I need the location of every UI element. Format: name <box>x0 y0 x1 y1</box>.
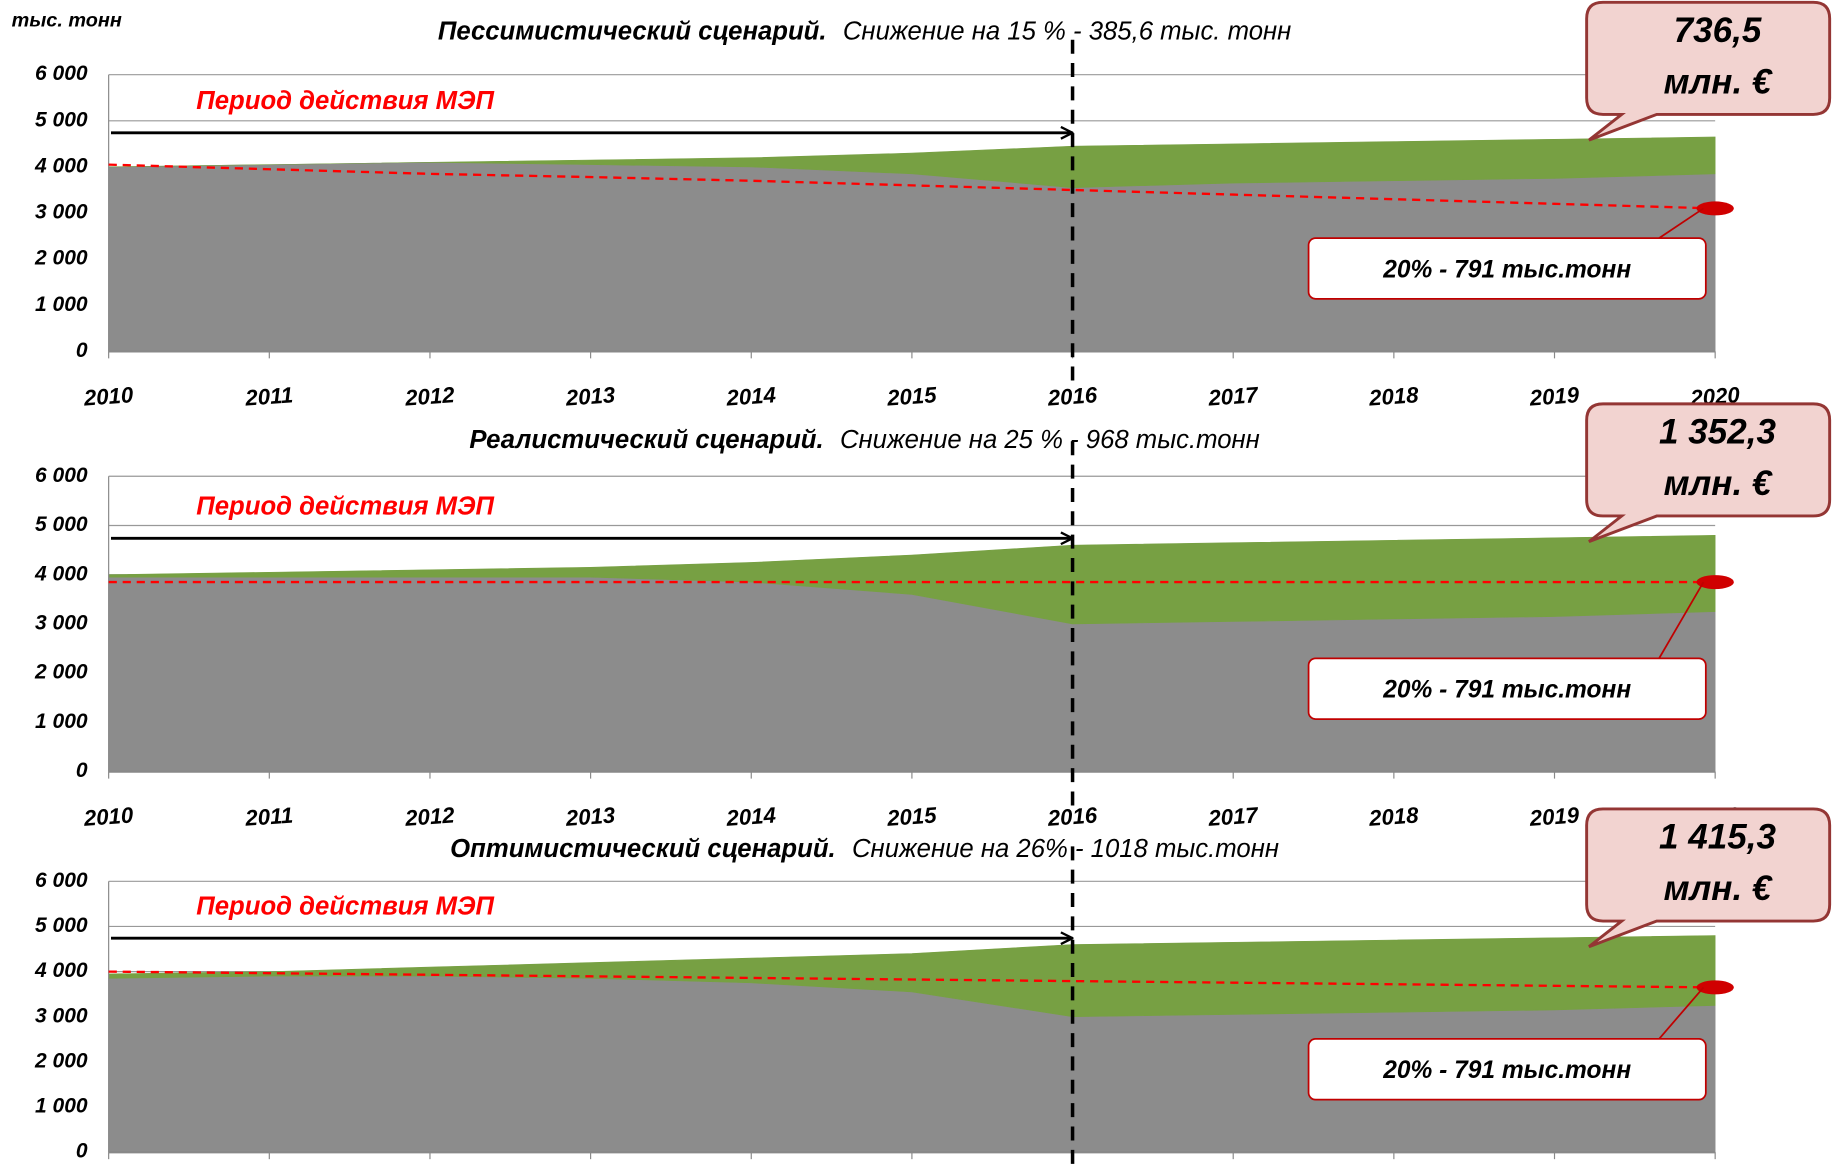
title-main: Пессимистический сценарий. <box>438 17 827 45</box>
period-label: Период действия МЭП <box>196 87 494 115</box>
x-tick-label: 2015 <box>885 802 938 830</box>
y-tick-label: 3 000 <box>35 611 88 634</box>
x-tick-label: 2018 <box>1367 382 1420 410</box>
title-sub: Снижение на 25 % - 968 тыс.тонн <box>840 426 1260 454</box>
y-tick-label: 3 000 <box>35 201 88 224</box>
y-tick-label: 0 <box>76 339 88 362</box>
y-tick-label: 6 000 <box>35 869 88 892</box>
y-tick-label: 5 000 <box>35 108 88 131</box>
period-label: Период действия МЭП <box>196 893 494 921</box>
x-tick-label: 2017 <box>1207 802 1261 831</box>
y-tick-label: 4 000 <box>34 959 88 982</box>
y-tick-label: 6 000 <box>35 464 88 487</box>
callout-text: млн. € <box>1664 464 1773 503</box>
chart-title: Оптимистический сценарий. Снижение на 26%… <box>450 835 1279 863</box>
title-sub: Снижение на 26% - 1018 тыс.тонн <box>852 835 1279 863</box>
callout-text: млн. € <box>1664 869 1773 908</box>
y-tick-label: 0 <box>76 1140 88 1163</box>
x-tick-label: 2013 <box>564 382 617 410</box>
chart-title: Пессимистический сценарий. Снижение на 15… <box>438 17 1291 45</box>
x-tick-label: 2012 <box>403 802 456 830</box>
x-tick-label: 2011 <box>244 382 294 410</box>
y-tick-label: 4 000 <box>34 154 88 177</box>
x-tick-label: 2019 <box>1528 382 1581 410</box>
y-tick-label: 6 000 <box>35 62 88 85</box>
title-main: Реалистический сценарий. <box>469 426 823 454</box>
y-tick-label: 2 000 <box>34 247 88 270</box>
note-text: 20% - 791 тыс.тонн <box>1382 1057 1631 1084</box>
x-tick-label: 2015 <box>885 382 938 410</box>
trend-end-dot <box>1696 575 1733 589</box>
x-tick-label: 2017 <box>1207 382 1261 411</box>
y-axis-label: тыс. тонн <box>12 9 122 31</box>
title-sub: Снижение на 15 % - 385,6 тыс. тонн <box>843 17 1291 45</box>
title-main: Оптимистический сценарий. <box>450 835 835 863</box>
note-text: 20% - 791 тыс.тонн <box>1382 677 1631 704</box>
chart: Пессимистический сценарий. Снижение на 15… <box>0 0 1832 1172</box>
x-tick-label: 2016 <box>1046 802 1099 830</box>
y-tick-label: 1 000 <box>35 710 88 733</box>
x-tick-label: 2014 <box>725 382 777 410</box>
period-label: Период действия МЭП <box>196 493 494 521</box>
y-tick-label: 1 000 <box>35 293 88 316</box>
callout-text: млн. € <box>1664 62 1773 101</box>
y-tick-label: 1 000 <box>35 1095 88 1118</box>
x-tick-label: 2019 <box>1528 802 1581 830</box>
trend-end-dot <box>1696 980 1733 994</box>
x-tick-label: 2018 <box>1367 802 1420 830</box>
y-tick-label: 3 000 <box>35 1004 88 1027</box>
x-tick-label: 2010 <box>82 382 135 410</box>
x-tick-label: 2014 <box>725 802 777 830</box>
x-tick-label: 2010 <box>82 802 135 830</box>
y-tick-label: 5 000 <box>35 914 88 937</box>
y-tick-label: 4 000 <box>34 562 88 585</box>
y-tick-label: 5 000 <box>35 513 88 536</box>
callout-text: 1 352,3 <box>1659 413 1776 452</box>
chart-title: Реалистический сценарий. Снижение на 25 %… <box>469 426 1259 454</box>
y-tick-label: 2 000 <box>34 1049 88 1072</box>
note-text: 20% - 791 тыс.тонн <box>1382 256 1631 283</box>
y-tick-label: 2 000 <box>34 661 88 684</box>
x-tick-label: 2013 <box>564 802 617 830</box>
x-tick-label: 2012 <box>403 382 456 410</box>
callout-text: 1 415,3 <box>1659 818 1776 857</box>
x-tick-label: 2011 <box>244 803 294 831</box>
x-tick-label: 2016 <box>1046 382 1099 410</box>
callout-text: 736,5 <box>1674 11 1762 50</box>
y-tick-label: 0 <box>76 759 88 782</box>
